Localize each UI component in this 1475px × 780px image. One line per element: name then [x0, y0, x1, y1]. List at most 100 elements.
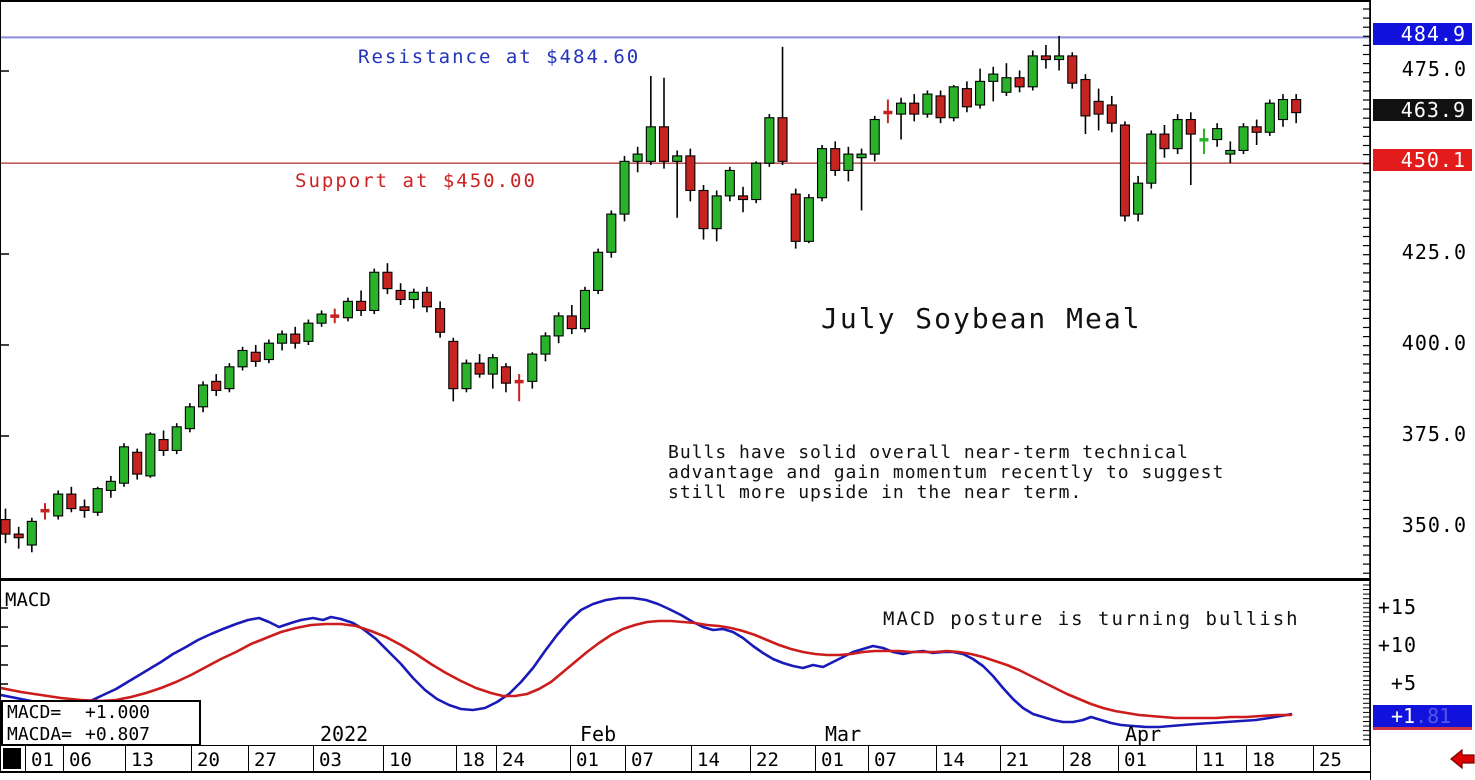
candle[interactable] [606, 210, 617, 258]
price-chart-panel[interactable]: Resistance at $484.60 Support at $450.00… [0, 0, 1371, 580]
candle[interactable] [382, 263, 393, 295]
candle[interactable] [1054, 35, 1065, 71]
candle[interactable] [263, 339, 274, 364]
candle[interactable] [435, 301, 446, 338]
candle[interactable] [961, 81, 972, 113]
candle[interactable] [579, 286, 591, 333]
candle[interactable] [198, 381, 209, 413]
candle[interactable] [26, 517, 37, 553]
candle[interactable] [118, 443, 130, 487]
candle[interactable] [948, 84, 959, 122]
candle[interactable] [277, 330, 288, 351]
candle[interactable] [988, 66, 999, 102]
candle[interactable] [1277, 94, 1289, 127]
candle[interactable] [395, 283, 406, 305]
candle[interactable] [1212, 123, 1223, 147]
candle[interactable] [527, 352, 538, 389]
candle[interactable] [764, 114, 775, 167]
scroll-left-arrow-icon[interactable] [1449, 748, 1475, 770]
candle[interactable] [883, 99, 893, 124]
candle[interactable] [487, 354, 498, 389]
candle[interactable] [92, 486, 103, 516]
candle[interactable] [145, 432, 156, 478]
candle[interactable] [645, 75, 656, 165]
candle[interactable] [237, 346, 248, 371]
candle[interactable] [553, 312, 564, 344]
candle[interactable] [896, 97, 907, 140]
candle[interactable] [975, 68, 986, 109]
candle[interactable] [408, 288, 419, 309]
candle[interactable] [1027, 50, 1038, 91]
macd-chart[interactable] [1, 581, 1371, 745]
candle[interactable] [593, 248, 604, 295]
candle[interactable] [869, 115, 880, 162]
candle[interactable] [356, 290, 367, 316]
candle[interactable] [290, 326, 301, 349]
candle[interactable] [777, 46, 788, 165]
candlestick-chart[interactable] [1, 2, 1371, 580]
candle[interactable] [342, 297, 353, 322]
candle[interactable] [40, 503, 50, 520]
price-axis[interactable]: 484.9 475.0 463.9 450.1 425.0 400.0 375.0 350.0… [1370, 0, 1475, 780]
candle[interactable] [724, 166, 735, 202]
candle[interactable] [500, 363, 512, 393]
candle[interactable] [369, 268, 380, 315]
candle[interactable] [1040, 44, 1051, 69]
candle[interactable] [698, 184, 709, 240]
candle[interactable] [1185, 112, 1196, 185]
candle[interactable] [421, 286, 432, 313]
candle[interactable] [1001, 63, 1012, 96]
candle[interactable] [461, 359, 472, 393]
candle[interactable] [316, 310, 327, 327]
candle[interactable] [132, 448, 143, 480]
candle[interactable] [909, 94, 920, 122]
candle[interactable] [935, 90, 946, 124]
candle[interactable] [1146, 130, 1157, 189]
candle[interactable] [224, 363, 235, 393]
candle[interactable] [816, 144, 828, 202]
candle[interactable] [672, 150, 683, 218]
candle[interactable] [790, 188, 801, 249]
candle[interactable] [66, 486, 77, 513]
candle[interactable] [1080, 74, 1091, 135]
candle[interactable] [658, 77, 670, 169]
candle[interactable] [171, 423, 182, 455]
candle[interactable] [711, 190, 722, 242]
candle[interactable] [448, 337, 459, 402]
candle[interactable] [803, 194, 814, 244]
candle[interactable] [250, 345, 261, 367]
candle[interactable] [1014, 70, 1025, 93]
candle[interactable] [685, 148, 696, 202]
candle[interactable] [922, 90, 933, 118]
candle[interactable] [843, 146, 854, 182]
candle[interactable] [1133, 175, 1144, 222]
candle[interactable] [619, 155, 630, 222]
candle[interactable] [13, 526, 24, 549]
candle[interactable] [53, 490, 64, 520]
candle[interactable] [632, 146, 643, 173]
candle[interactable] [1264, 99, 1275, 136]
candle[interactable] [830, 141, 841, 176]
candle[interactable] [184, 403, 195, 433]
candle[interactable] [158, 430, 169, 456]
candle[interactable] [737, 186, 749, 213]
candle[interactable] [1291, 94, 1302, 124]
candle[interactable] [1238, 123, 1249, 155]
candle[interactable] [303, 319, 314, 345]
candle[interactable] [540, 332, 551, 362]
macd-panel[interactable]: MACD MACD posture is turning bullish MAC… [0, 578, 1371, 746]
candle[interactable] [856, 148, 867, 211]
candle[interactable] [514, 374, 524, 402]
candle[interactable] [1067, 52, 1078, 89]
candle[interactable] [1199, 128, 1209, 155]
candle[interactable] [1172, 114, 1183, 155]
date-axis[interactable]: 01 06 13 20 27 03 10 18 24 01 07 14 22 01 07 14 21 28 01 11… [0, 746, 1370, 773]
candle[interactable] [474, 354, 485, 378]
candle[interactable] [1, 508, 11, 544]
candle[interactable] [1225, 141, 1236, 164]
candle[interactable] [1251, 119, 1262, 145]
candle[interactable] [330, 308, 340, 324]
candle[interactable] [1093, 88, 1104, 131]
candle[interactable] [105, 475, 116, 498]
candle[interactable] [1119, 121, 1130, 222]
